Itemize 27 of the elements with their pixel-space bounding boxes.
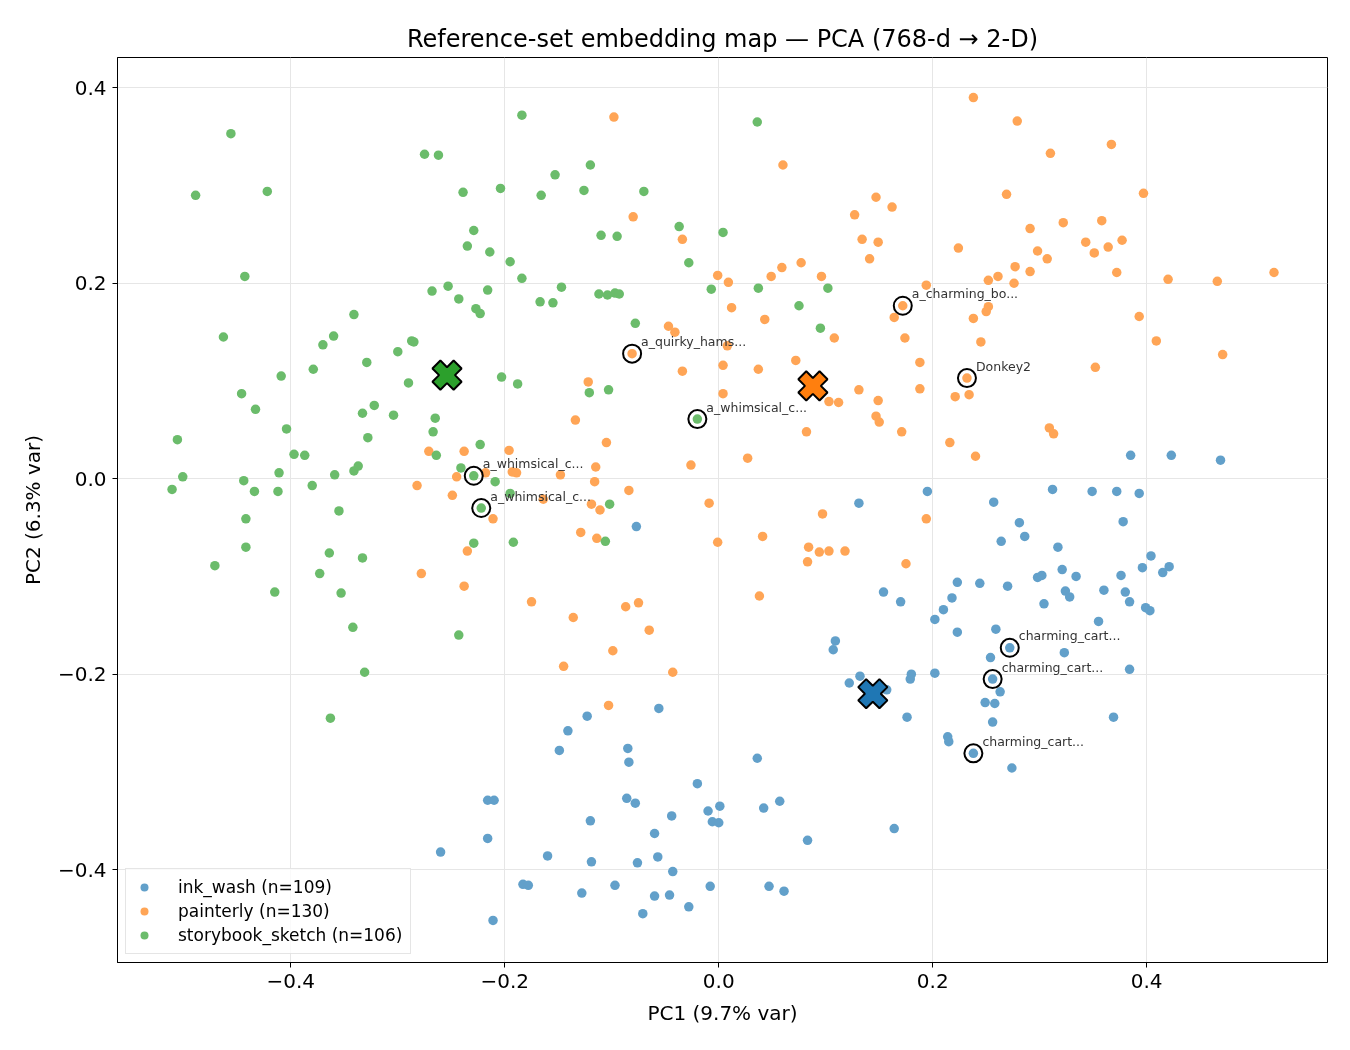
annotation: a_charming_bo...: [911, 286, 1019, 302]
y-axis-title: PC2 (6.3% var): [20, 434, 45, 586]
x-tick-label: 0.0: [702, 968, 735, 993]
x-axis-title: PC1 (9.7% var): [647, 1000, 798, 1025]
x-tick-label: 0.2: [916, 968, 949, 993]
x-tick-label: 0.4: [1130, 968, 1163, 993]
annotation: a_quirky_hams...: [641, 334, 747, 350]
y-tick-label: 0.4: [74, 75, 107, 100]
x-tick-label: −0.4: [266, 968, 316, 993]
annotation: charming_cart...: [982, 733, 1084, 749]
point: [797, 370, 829, 402]
annotation: a_whimsical_c...: [706, 399, 808, 415]
annotation: Donkey2: [975, 358, 1031, 374]
chart-title: Reference-set embedding map — PCA (768-d → 2-D): [406, 24, 1039, 53]
point: [857, 678, 889, 710]
y-tick-label: 0.2: [74, 271, 107, 296]
x-tick-label: −0.2: [480, 968, 530, 993]
annotation: a_whimsical_c...: [482, 456, 584, 472]
legend-label: painterly (n=130): [178, 901, 330, 921]
y-tick-label: −0.4: [57, 857, 107, 882]
legend-label: ink_wash (n=109): [178, 877, 332, 897]
y-tick-label: −0.2: [57, 662, 107, 687]
annotation: charming_cart...: [1018, 628, 1121, 644]
point: [431, 359, 463, 391]
annotation: charming_cart...: [1001, 659, 1104, 675]
legend-label: storybook_sketch (n=106): [178, 925, 403, 945]
y-tick-label: 0.0: [74, 466, 107, 491]
